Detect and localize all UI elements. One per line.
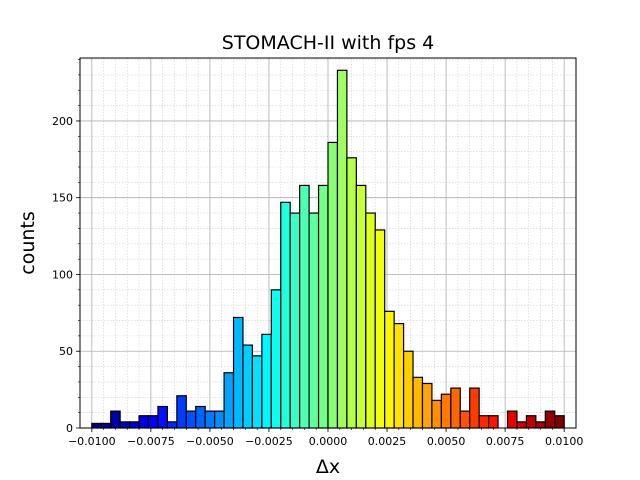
histogram-bar bbox=[336, 69, 348, 429]
chart-title: STOMACH-II with fps 4 bbox=[222, 32, 434, 54]
x-axis-label: Δx bbox=[316, 456, 340, 478]
histogram-bar bbox=[346, 157, 357, 429]
y-axis-label: counts bbox=[17, 211, 39, 275]
histogram-bar bbox=[412, 376, 424, 429]
histogram-bar bbox=[488, 415, 499, 429]
x-tick-label: 0.0050 bbox=[427, 435, 466, 448]
histogram-bar bbox=[525, 415, 537, 429]
ticks-layer: −0.0100 −0.0075 −0.0050 −0.0025 0.0000 0.0025… bbox=[52, 59, 584, 448]
histogram-bar bbox=[544, 410, 556, 429]
histogram-bar bbox=[393, 323, 405, 429]
histogram-bar bbox=[100, 422, 112, 429]
histogram-bar bbox=[214, 410, 225, 429]
x-tick-label: −0.0050 bbox=[186, 435, 234, 448]
histogram-bar bbox=[195, 405, 206, 429]
histogram-bar bbox=[185, 410, 197, 429]
histogram-bar bbox=[251, 355, 263, 429]
histogram-bar bbox=[450, 387, 461, 429]
histogram-bar bbox=[478, 415, 490, 429]
histogram-bar bbox=[355, 184, 367, 429]
histogram-bar bbox=[166, 421, 178, 429]
y-tick-label: 50 bbox=[59, 345, 73, 358]
x-tick-label: 0.0075 bbox=[486, 435, 525, 448]
histogram-bar bbox=[270, 289, 282, 429]
histogram-bar bbox=[223, 372, 235, 429]
histogram-bar bbox=[431, 399, 442, 429]
histogram-bar bbox=[459, 410, 471, 429]
y-tick-label: 200 bbox=[52, 115, 73, 128]
histogram-bar bbox=[232, 316, 244, 429]
histogram-bar bbox=[535, 421, 546, 429]
histogram-bar bbox=[176, 395, 187, 429]
x-tick-label: −0.0075 bbox=[127, 435, 175, 448]
histogram-bar bbox=[308, 212, 320, 429]
histogram-bar bbox=[91, 422, 102, 429]
histogram-bar bbox=[506, 410, 518, 429]
histogram-bar bbox=[365, 212, 376, 429]
histogram-bar bbox=[119, 421, 131, 429]
histogram-bar bbox=[147, 415, 159, 429]
histogram-bar bbox=[204, 410, 216, 429]
x-tick-label: −0.0025 bbox=[245, 435, 293, 448]
histogram-bar bbox=[516, 421, 528, 429]
histogram-bar bbox=[242, 344, 254, 429]
y-tick-label: 150 bbox=[52, 192, 73, 205]
histogram-bar bbox=[402, 350, 414, 429]
y-tick-label: 100 bbox=[52, 268, 73, 281]
histogram-bar bbox=[110, 410, 121, 429]
histogram-bar bbox=[157, 405, 168, 429]
x-tick-label: 0.0100 bbox=[545, 435, 584, 448]
histogram-bar bbox=[554, 415, 565, 429]
histogram-bar bbox=[469, 387, 480, 429]
histogram-bar bbox=[317, 184, 329, 429]
histogram-bar bbox=[374, 229, 386, 429]
x-tick-label: −0.0100 bbox=[68, 435, 116, 448]
histogram-bar bbox=[440, 393, 452, 429]
histogram-bar bbox=[289, 212, 301, 429]
histogram-bar bbox=[129, 421, 140, 429]
histogram-bar bbox=[138, 415, 150, 429]
x-tick-label: 0.0000 bbox=[309, 435, 348, 448]
histogram-bar bbox=[421, 382, 433, 429]
x-tick-label: 0.0025 bbox=[368, 435, 407, 448]
y-tick-label: 0 bbox=[66, 422, 73, 435]
histogram-bar bbox=[261, 333, 272, 429]
histogram-bar bbox=[384, 310, 395, 429]
histogram-bar bbox=[280, 201, 291, 429]
histogram-bar bbox=[327, 141, 339, 429]
histogram-bar bbox=[299, 184, 310, 429]
